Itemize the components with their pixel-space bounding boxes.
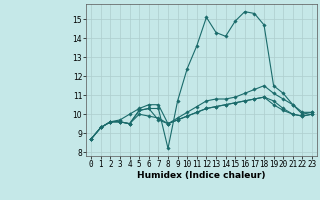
X-axis label: Humidex (Indice chaleur): Humidex (Indice chaleur)	[137, 171, 266, 180]
